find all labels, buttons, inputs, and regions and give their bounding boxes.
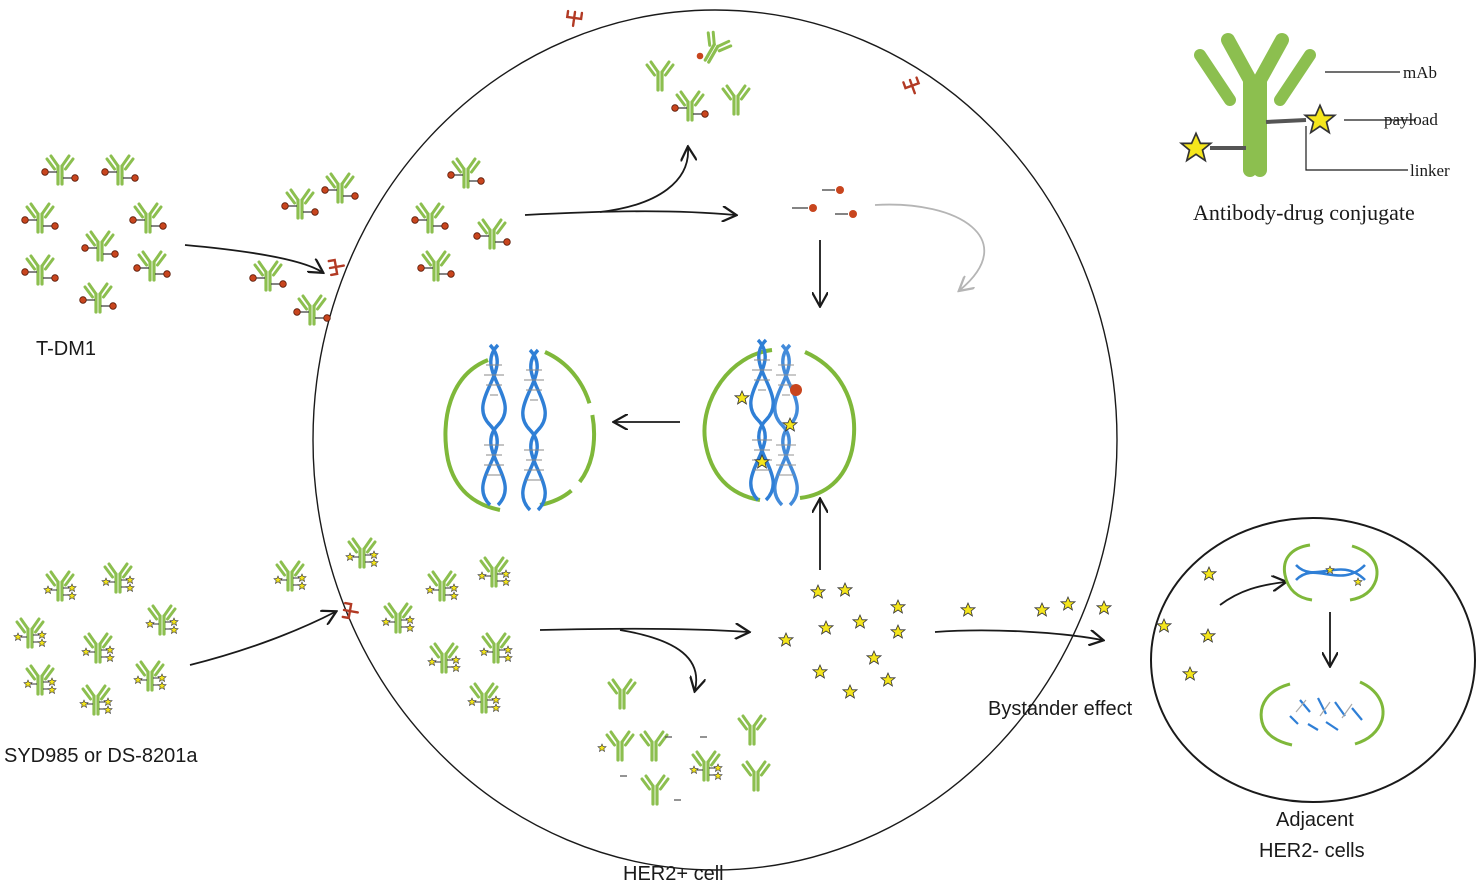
degraded-syd985-cluster [597,678,771,806]
arrow-adjacent-to-nucleus [1219,582,1285,606]
arrow-syd985-binding [189,612,335,666]
tdm1-outside-cluster [250,174,359,324]
adjacent-cell-stars [1156,566,1217,681]
arrow-internalized-to-release [539,629,748,632]
internalized-syd985-cluster [382,558,512,712]
syd985-antibody-cluster [14,564,178,714]
legend-payload-label: payload [1384,110,1438,129]
bystander-effect-label: Bystander effect [988,698,1133,720]
adjacent-nucleus-damaged [1259,680,1385,747]
legend-linker-label: linker [1410,161,1450,180]
her2-cell-membrane [312,9,1118,871]
nucleus-with-payload [702,338,857,507]
released-dm1-payloads [792,186,857,218]
released-payload-stars [778,582,906,699]
her2-receptor [327,257,347,277]
adjacent-nucleus-intact [1282,543,1379,602]
legend-mab-label: mAb [1403,63,1437,82]
arrow-internalized-to-degradation [524,211,735,215]
arrow-release-branch [619,629,696,690]
arrow-tdm1-binding [184,244,322,272]
legend-title: Antibody-drug conjugate [1193,200,1415,225]
adc-structure-legend [1180,33,1416,177]
her2-receptor [902,76,923,97]
arrow-payload-bystander-grey [874,203,985,290]
her2-receptor [341,601,361,621]
tdm1-antibody-cluster [22,156,171,312]
arrow-degradation-branch [599,148,688,213]
syd985-label: SYD985 or DS-8201a [4,745,198,767]
her2-receptor [564,9,584,29]
her2-cell-label: HER2+ cell [623,863,724,885]
adjacent-label-line2: HER2- cells [1259,840,1365,862]
damaged-nucleus [443,343,597,512]
tdm1-label: T-DM1 [36,338,96,360]
adjacent-label-line1: Adjacent [1276,809,1354,831]
arrow-bystander [934,629,1102,640]
adjacent-cell-membrane [1150,517,1476,803]
internalized-tdm1-cluster [412,159,511,280]
degraded-antibody-cluster [645,28,751,120]
